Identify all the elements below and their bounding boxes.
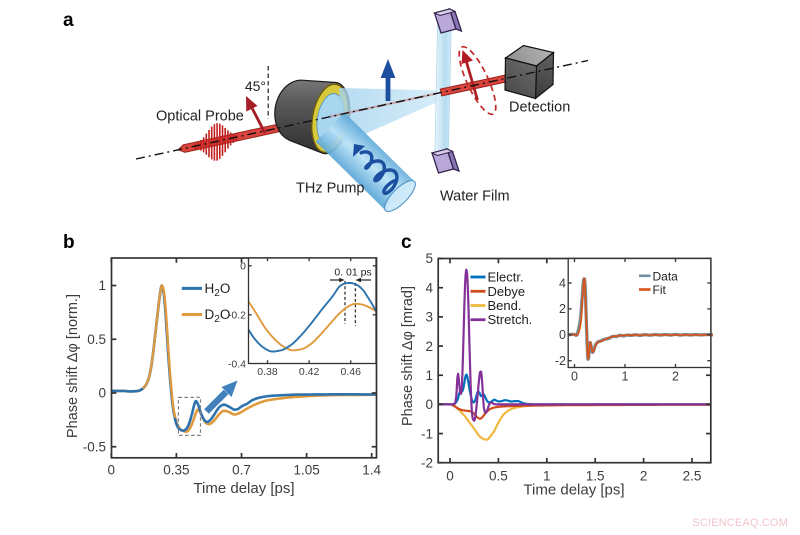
svg-text:Fit: Fit [653, 283, 667, 297]
svg-text:2: 2 [672, 370, 679, 384]
svg-text:0: 0 [108, 463, 116, 478]
svg-text:1.5: 1.5 [586, 469, 605, 484]
svg-text:b: b [63, 232, 75, 253]
svg-text:Debye: Debye [488, 284, 526, 299]
svg-text:1.05: 1.05 [293, 463, 319, 478]
svg-text:1: 1 [543, 469, 551, 484]
svg-text:0.38: 0.38 [257, 366, 278, 378]
svg-text:0.5: 0.5 [489, 469, 508, 484]
svg-text:1: 1 [622, 370, 629, 384]
svg-text:5: 5 [425, 251, 433, 266]
svg-text:Electr.: Electr. [488, 270, 524, 285]
svg-text:0: 0 [559, 328, 566, 342]
svg-text:-0.4: -0.4 [228, 359, 246, 371]
svg-text:-2: -2 [421, 455, 433, 470]
svg-text:0.46: 0.46 [340, 366, 361, 378]
svg-text:Bend.: Bend. [488, 298, 522, 313]
svg-text:0: 0 [98, 386, 106, 401]
svg-text:Optical Probe: Optical Probe [156, 109, 244, 125]
svg-text:Detection: Detection [509, 100, 570, 116]
svg-text:45°: 45° [245, 78, 266, 94]
svg-text:0: 0 [240, 261, 246, 273]
svg-text:0: 0 [571, 370, 578, 384]
svg-text:2: 2 [640, 469, 648, 484]
svg-text:0. 01 ps: 0. 01 ps [334, 267, 371, 279]
svg-text:2: 2 [559, 302, 566, 316]
svg-text:2: 2 [425, 339, 433, 354]
svg-text:-2: -2 [555, 354, 566, 368]
svg-text:0.35: 0.35 [163, 463, 189, 478]
svg-text:Phase shift Δφ [mrad]: Phase shift Δφ [mrad] [400, 286, 416, 426]
svg-text:0.7: 0.7 [232, 463, 251, 478]
svg-text:0: 0 [425, 397, 433, 412]
svg-text:2.5: 2.5 [683, 469, 702, 484]
svg-text:Phase shift Δφ [norm.]: Phase shift Δφ [norm.] [65, 294, 81, 438]
svg-text:a: a [63, 10, 74, 31]
svg-text:THz Pump: THz Pump [296, 181, 365, 197]
svg-text:-1: -1 [421, 426, 433, 441]
svg-text:Data: Data [653, 269, 679, 283]
svg-text:1: 1 [98, 278, 106, 293]
svg-text:Water Film: Water Film [440, 189, 510, 205]
svg-text:0.5: 0.5 [87, 332, 106, 347]
svg-text:Time delay [ps]: Time delay [ps] [193, 480, 294, 497]
svg-text:-0.2: -0.2 [228, 310, 246, 322]
svg-text:c: c [401, 232, 412, 253]
svg-text:4: 4 [559, 276, 566, 290]
svg-text:0: 0 [446, 469, 454, 484]
svg-text:Stretch.: Stretch. [488, 312, 533, 327]
svg-text:Time delay [ps]: Time delay [ps] [523, 482, 624, 499]
svg-text:4: 4 [425, 280, 433, 295]
svg-text:0.42: 0.42 [299, 366, 320, 378]
svg-text:D2O: D2O [205, 307, 231, 325]
svg-text:-0.5: -0.5 [83, 439, 106, 454]
svg-text:H2O: H2O [205, 281, 231, 299]
svg-text:1.4: 1.4 [362, 463, 381, 478]
svg-text:1: 1 [425, 368, 433, 383]
svg-text:SCIENCEAQ.COM: SCIENCEAQ.COM [692, 517, 788, 529]
svg-text:3: 3 [425, 310, 433, 325]
